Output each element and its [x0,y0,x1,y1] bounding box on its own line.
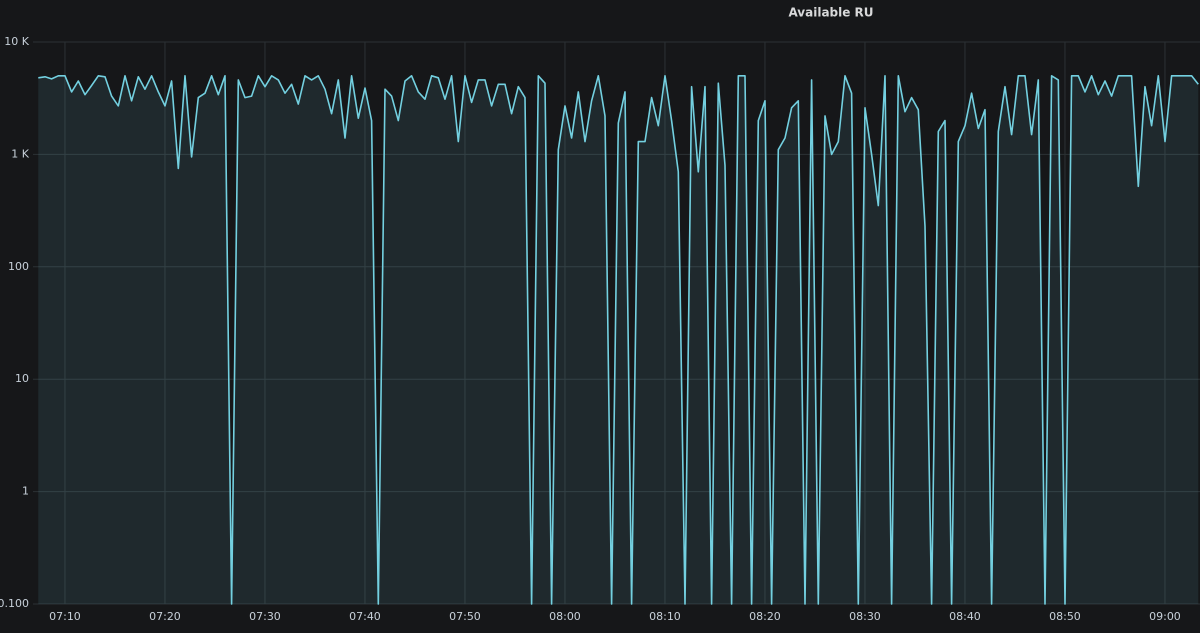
x-tick-label: 09:00 [1149,610,1181,623]
y-tick-label: 0.100 [0,597,29,610]
line [38,75,1199,605]
y-tick-label: 1 K [11,147,29,160]
y-tick-label: 10 K [4,35,29,48]
y-tick-label: 1 [22,485,29,498]
x-tick-label: 07:10 [49,610,81,623]
x-tick-label: 07:50 [449,610,481,623]
x-tick-label: 07:20 [149,610,181,623]
x-tick-label: 07:40 [349,610,381,623]
x-tick-label: 07:30 [249,610,281,623]
area-fill [38,75,1199,605]
x-tick-label: 08:50 [1049,610,1081,623]
x-tick-label: 08:10 [649,610,681,623]
x-tick-label: 08:20 [749,610,781,623]
x-tick-label: 08:00 [549,610,581,623]
y-tick-label: 10 [15,372,29,385]
x-tick-label: 08:30 [849,610,881,623]
chart-title: Available RU [788,6,873,20]
x-tick-label: 08:40 [949,610,981,623]
y-tick-label: 100 [8,260,29,273]
